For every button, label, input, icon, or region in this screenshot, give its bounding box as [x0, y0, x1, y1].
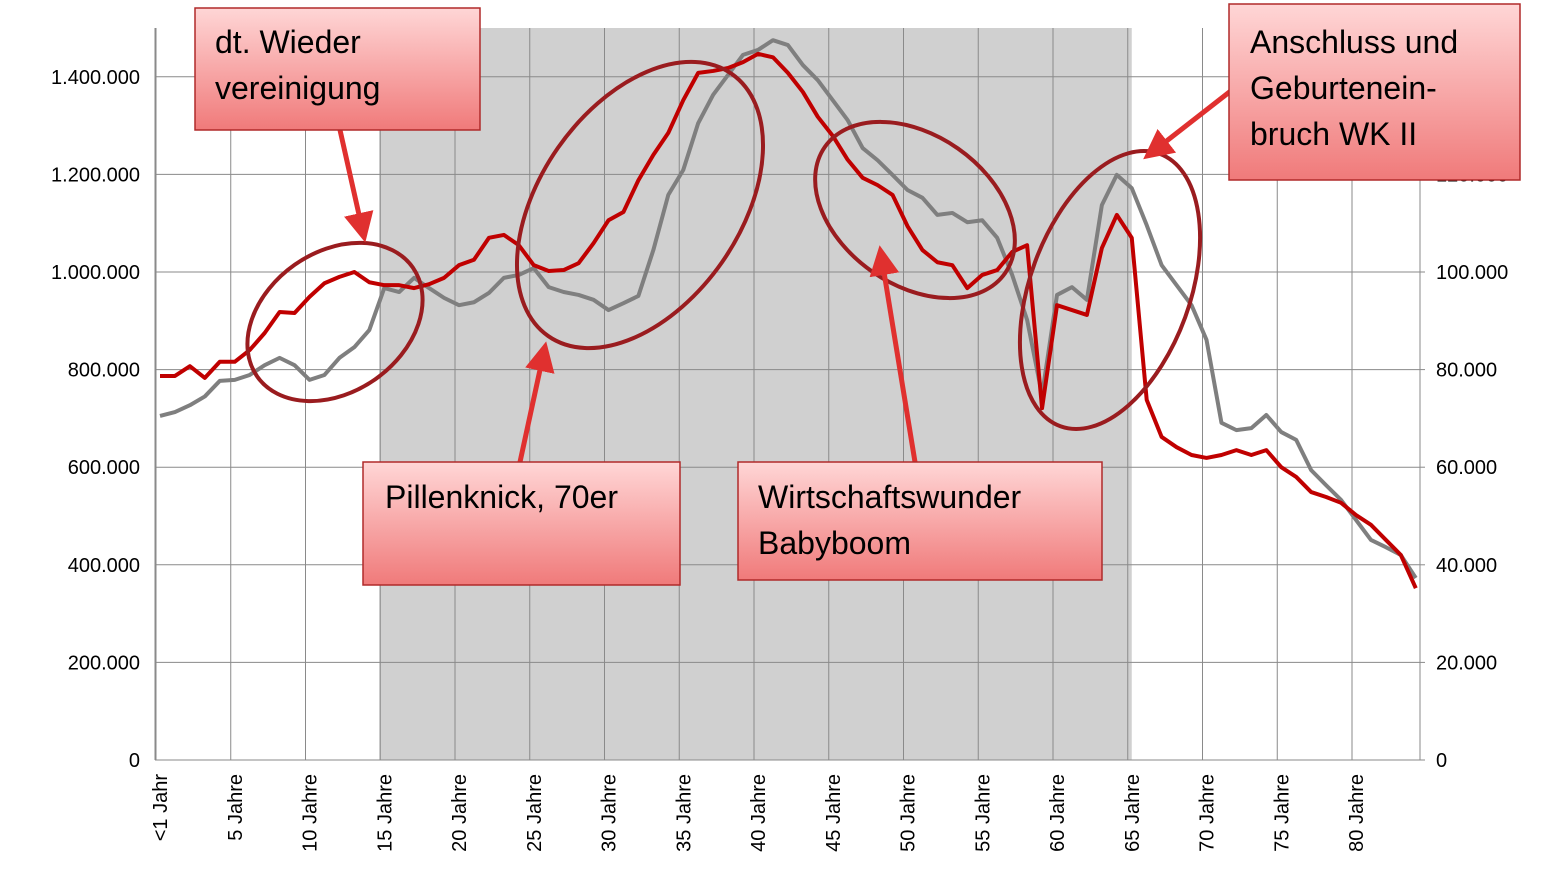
- x-tick-label: 20 Jahre: [449, 774, 471, 852]
- annotation-box: [194, 7, 481, 131]
- y-tick-label: 1.200.000: [51, 164, 140, 186]
- y-tick-label: 400.000: [68, 555, 140, 577]
- arrow: [869, 245, 918, 463]
- series-line: [160, 51, 1418, 590]
- annotation-text: Anschluss und: [1250, 24, 1458, 60]
- x-tick-label: <1 Jahr: [150, 774, 172, 842]
- y2-tick-label: 80.000: [1436, 360, 1497, 382]
- x-tick-label: 45 Jahre: [823, 774, 845, 852]
- annotation-text: Pillenknick, 70er: [385, 479, 618, 515]
- annotation-box: [362, 461, 681, 586]
- y-tick-label: 0: [129, 750, 140, 772]
- x-tick-label: 80 Jahre: [1346, 774, 1368, 852]
- annotation-text: Geburtenein-: [1250, 70, 1437, 106]
- annotation-box: [737, 461, 1103, 581]
- x-tick-label: 50 Jahre: [898, 774, 920, 852]
- highlight-ellipse: [514, 59, 766, 351]
- x-tick-label: 65 Jahre: [1122, 774, 1144, 852]
- annotation-text: bruch WK II: [1250, 116, 1417, 152]
- y-tick-label: 1.000.000: [51, 262, 140, 284]
- annotation-text: Wirtschaftswunder: [758, 479, 1022, 515]
- arrow: [337, 129, 374, 243]
- y-tick-label: 200.000: [68, 652, 140, 674]
- series-line: [159, 38, 1418, 580]
- x-tick-label: 35 Jahre: [673, 774, 695, 852]
- annotation-text: Babyboom: [758, 525, 911, 561]
- y2-tick-label: 100.000: [1436, 262, 1508, 284]
- y-tick-label: 600.000: [68, 457, 140, 479]
- y2-tick-label: 0: [1436, 750, 1447, 772]
- x-tick-label: 15 Jahre: [374, 774, 396, 852]
- x-tick-label: 40 Jahre: [748, 774, 770, 852]
- x-tick-label: 5 Jahre: [225, 774, 247, 841]
- shaded-band: [379, 28, 1132, 760]
- x-tick-label: 25 Jahre: [524, 774, 546, 852]
- x-tick-label: 70 Jahre: [1197, 774, 1219, 852]
- y2-tick-label: 20.000: [1436, 652, 1497, 674]
- x-tick-label: 30 Jahre: [599, 774, 621, 852]
- x-tick-label: 75 Jahre: [1271, 774, 1293, 852]
- annotation-text: vereinigung: [215, 70, 380, 106]
- x-tick-label: 60 Jahre: [1047, 774, 1069, 852]
- y2-tick-label: 60.000: [1436, 457, 1497, 479]
- x-tick-label: 10 Jahre: [300, 774, 322, 852]
- arrow: [517, 341, 555, 463]
- highlight-ellipse: [245, 240, 425, 404]
- y2-tick-label: 40.000: [1436, 555, 1497, 577]
- arrow: [1143, 88, 1234, 160]
- y-tick-label: 800.000: [68, 360, 140, 382]
- annotation-text: dt. Wieder: [215, 24, 361, 60]
- annotation-box: [1228, 3, 1521, 181]
- x-tick-label: 55 Jahre: [972, 774, 994, 852]
- y-tick-label: 1.400.000: [51, 67, 140, 89]
